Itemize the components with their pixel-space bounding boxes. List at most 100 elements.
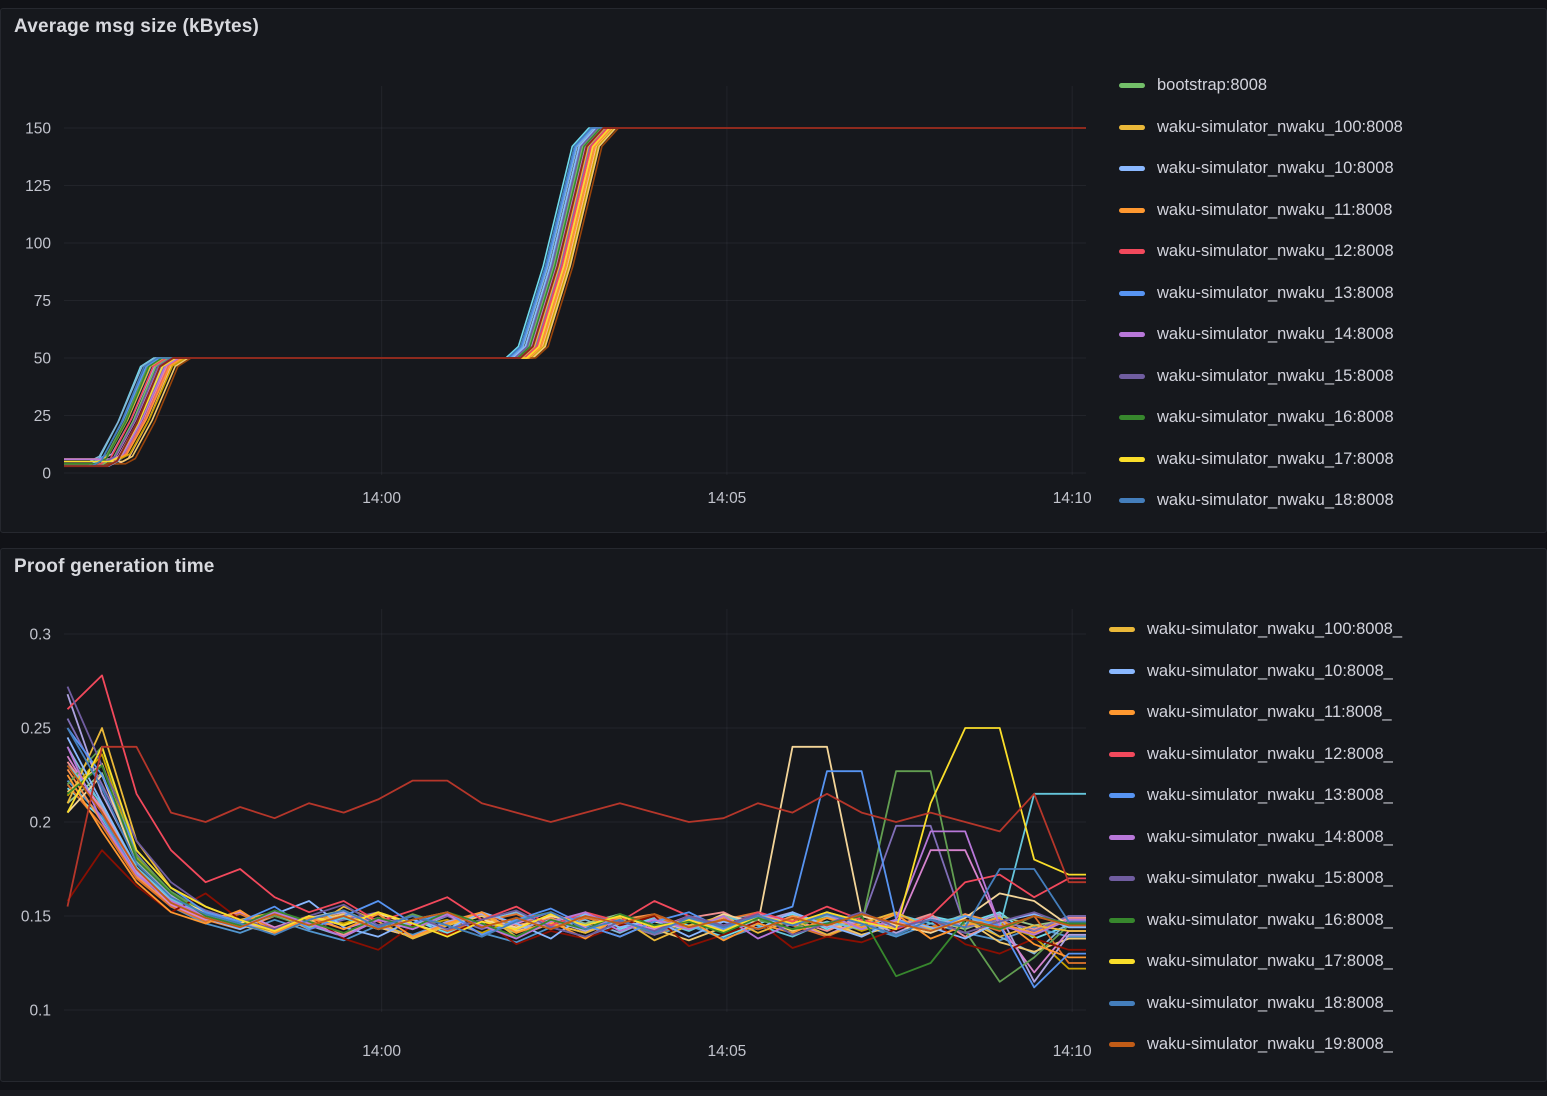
y-axis-tick-label: 0.25 <box>21 721 51 738</box>
legend-item[interactable]: waku-simulator_nwaku_11:8008_ <box>1109 692 1402 734</box>
legend-item[interactable]: waku-simulator_nwaku_16:8008_ <box>1109 900 1402 942</box>
panel-title-avg-msg-size[interactable]: Average msg size (kBytes) <box>14 16 260 37</box>
y-axis-tick-label: 25 <box>34 408 51 425</box>
panel-title-proof-generation-time[interactable]: Proof generation time <box>14 556 215 577</box>
legend-label: waku-simulator_nwaku_13:8008 <box>1157 283 1394 302</box>
legend-color-swatch <box>1119 373 1145 379</box>
legend-item[interactable]: bootstrap:8008 <box>1119 65 1403 107</box>
legend-color-swatch <box>1119 332 1145 338</box>
legend-color-swatch <box>1119 124 1145 130</box>
legend-color-swatch <box>1109 627 1135 633</box>
legend-proof-generation-time: waku-simulator_nwaku_100:8008_ waku-simul… <box>1109 609 1402 1066</box>
series-line-waku-simulator-nwaku-19-8008- <box>66 765 1086 932</box>
legend-label: waku-simulator_nwaku_100:8008_ <box>1147 620 1402 639</box>
legend-color-swatch <box>1119 166 1145 172</box>
y-axis-tick-label: 0 <box>42 466 51 483</box>
y-axis-tick-label: 50 <box>34 351 52 368</box>
panel-proof-generation-time: Proof generation time 0.1 0.15 0.2 0.25 0.3 1… <box>0 548 1547 1082</box>
legend-label: waku-simulator_nwaku_16:8008 <box>1157 408 1394 427</box>
legend-item[interactable]: waku-simulator_nwaku_14:8008_ <box>1109 817 1402 859</box>
series-line-waku-simulator-nwaku-13-8008- <box>66 727 1086 989</box>
series-line <box>64 127 1086 468</box>
legend-color-swatch <box>1119 498 1145 504</box>
legend-color-swatch <box>1119 290 1145 296</box>
proof-generation-time-chart[interactable]: 0.1 0.15 0.2 0.25 0.3 14:00 14:05 14:10 <box>1 549 1101 1081</box>
series-line-waku-simulator-nwaku-10-8008- <box>66 736 1086 940</box>
x-axis-tick-label: 14:10 <box>1053 490 1092 507</box>
legend-item[interactable]: waku-simulator_nwaku_100:8008_ <box>1109 609 1402 651</box>
legend-color-swatch <box>1119 249 1145 255</box>
series-line-waku-simulator-nwaku-15-8008- <box>66 686 1086 938</box>
legend-label: waku-simulator_nwaku_12:8008_ <box>1147 744 1393 763</box>
legend-item[interactable]: waku-simulator_nwaku_17:8008_ <box>1109 941 1402 983</box>
legend-label: waku-simulator_nwaku_18:8008_ <box>1147 993 1393 1012</box>
legend-color-swatch <box>1109 710 1135 716</box>
legend-label: bootstrap:8008 <box>1157 76 1268 95</box>
legend-label: waku-simulator_nwaku_100:8008 <box>1157 117 1403 136</box>
legend-item[interactable]: waku-simulator_nwaku_11:8008 <box>1119 190 1403 232</box>
x-axis-tick-label: 14:10 <box>1053 1043 1092 1060</box>
y-axis-tick-label: 0.2 <box>29 815 51 832</box>
series-line <box>66 693 1086 983</box>
legend-item[interactable]: waku-simulator_nwaku_100:8008 <box>1119 107 1403 149</box>
legend-color-swatch <box>1109 876 1135 882</box>
legend-color-swatch <box>1109 668 1135 674</box>
legend-color-swatch <box>1109 1042 1135 1048</box>
legend-color-swatch <box>1119 207 1145 213</box>
legend-color-swatch <box>1109 834 1135 840</box>
y-axis-tick-label: 0.3 <box>29 627 51 644</box>
panel-avg-msg-size: Average msg size (kBytes) 0 25 50 75 100 125 1… <box>0 8 1547 533</box>
next-panel-top-edge <box>0 1090 1547 1096</box>
legend-color-swatch <box>1119 83 1145 89</box>
legend-avg-msg-size: bootstrap:8008 waku-simulator_nwaku_100:8… <box>1119 65 1403 522</box>
legend-color-swatch <box>1109 793 1135 799</box>
legend-item[interactable]: waku-simulator_nwaku_13:8008 <box>1119 273 1403 315</box>
legend-color-swatch <box>1109 917 1135 923</box>
legend-item[interactable]: waku-simulator_nwaku_19:8008_ <box>1109 1024 1402 1066</box>
x-axis-tick-label: 14:00 <box>362 490 401 507</box>
y-axis-tick-label: 125 <box>25 178 51 195</box>
series-line <box>66 745 1086 983</box>
legend-label: waku-simulator_nwaku_11:8008 <box>1157 200 1393 219</box>
series-line <box>66 764 1086 938</box>
series-line <box>66 761 1086 938</box>
legend-item[interactable]: waku-simulator_nwaku_10:8008_ <box>1109 651 1402 693</box>
legend-item[interactable]: waku-simulator_nwaku_17:8008 <box>1119 439 1403 481</box>
legend-label: waku-simulator_nwaku_17:8008_ <box>1147 952 1393 971</box>
legend-item[interactable]: waku-simulator_nwaku_14:8008 <box>1119 314 1403 356</box>
avg-msg-size-chart[interactable]: 0 25 50 75 100 125 150 14:00 14:05 14:10 <box>1 9 1101 532</box>
legend-item[interactable]: waku-simulator_nwaku_12:8008 <box>1119 231 1403 273</box>
legend-label: waku-simulator_nwaku_15:8008_ <box>1147 869 1393 888</box>
legend-item[interactable]: waku-simulator_nwaku_18:8008_ <box>1109 983 1402 1025</box>
legend-item[interactable]: waku-simulator_nwaku_15:8008 <box>1119 356 1403 398</box>
legend-color-swatch <box>1119 456 1145 462</box>
legend-item[interactable]: waku-simulator_nwaku_13:8008_ <box>1109 775 1402 817</box>
legend-label: waku-simulator_nwaku_14:8008_ <box>1147 827 1393 846</box>
legend-item[interactable]: waku-simulator_nwaku_18:8008 <box>1119 480 1403 522</box>
series-line-waku-simulator-nwaku-17-8008- <box>66 727 1086 938</box>
legend-label: waku-simulator_nwaku_16:8008_ <box>1147 910 1393 929</box>
y-axis-tick-label: 75 <box>34 293 51 310</box>
legend-label: waku-simulator_nwaku_14:8008 <box>1157 325 1394 344</box>
series-line <box>66 745 1086 938</box>
series-line-waku-simulator-nwaku-14-8008- <box>66 746 1086 940</box>
legend-label: waku-simulator_nwaku_17:8008 <box>1157 449 1394 468</box>
y-axis-tick-label: 100 <box>25 236 51 253</box>
legend-label: waku-simulator_nwaku_10:8008_ <box>1147 661 1393 680</box>
legend-color-swatch <box>1109 1000 1135 1006</box>
y-axis-tick-label: 0.15 <box>21 909 51 926</box>
legend-item[interactable]: waku-simulator_nwaku_12:8008_ <box>1109 734 1402 776</box>
legend-label: waku-simulator_nwaku_15:8008 <box>1157 366 1394 385</box>
series-line <box>66 718 1086 936</box>
x-axis-tick-label: 14:00 <box>362 1043 401 1060</box>
series-line <box>66 745 1086 907</box>
y-axis-tick-label: 150 <box>25 121 51 138</box>
x-axis-tick-label: 14:05 <box>708 490 747 507</box>
legend-item[interactable]: waku-simulator_nwaku_15:8008_ <box>1109 858 1402 900</box>
legend-item[interactable]: waku-simulator_nwaku_10:8008 <box>1119 148 1403 190</box>
legend-label: waku-simulator_nwaku_18:8008 <box>1157 491 1394 510</box>
legend-label: waku-simulator_nwaku_10:8008 <box>1157 159 1394 178</box>
series-line-bootstrap-8008 <box>64 127 1086 465</box>
legend-item[interactable]: waku-simulator_nwaku_16:8008 <box>1119 397 1403 439</box>
